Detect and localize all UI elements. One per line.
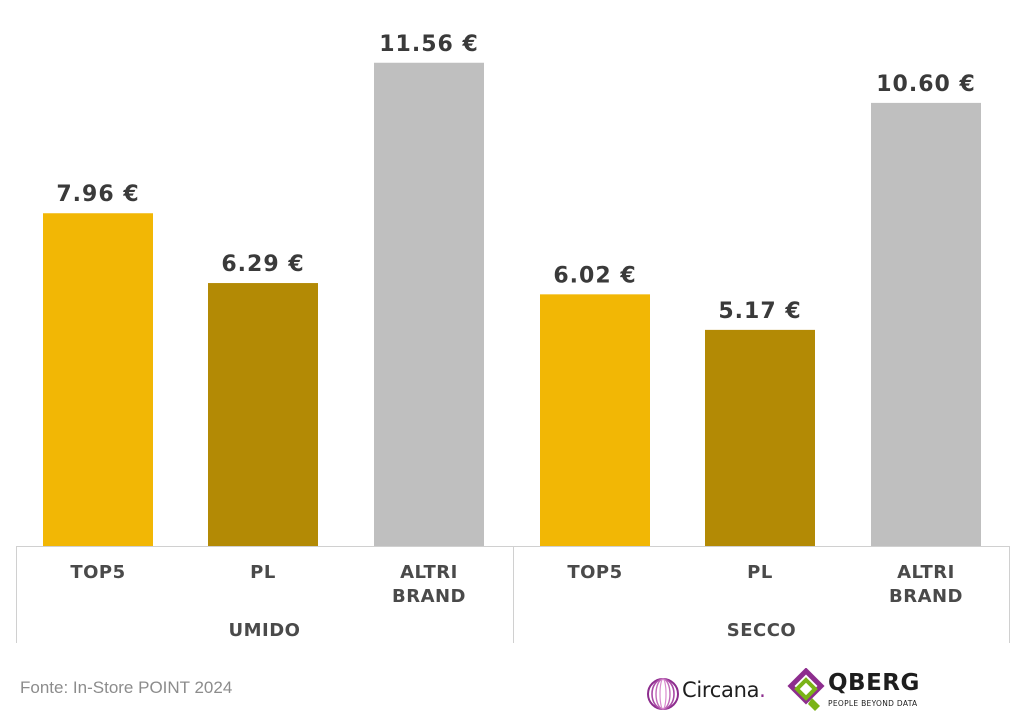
qberg-tagline: PEOPLE BEYOND DATA <box>828 699 918 708</box>
bar <box>871 102 981 546</box>
bar <box>208 283 318 546</box>
circana-wordmark: Circana. <box>682 678 766 702</box>
group-label: UMIDO <box>229 620 301 641</box>
logos: Circana. QBERG PEOPLE BEYOND DATA <box>640 668 940 718</box>
category-tick-label: ALTRI <box>400 562 458 583</box>
category-tick-label: BRAND <box>889 586 963 607</box>
qberg-wordmark: QBERG <box>828 670 920 696</box>
bar <box>540 294 650 546</box>
bar-chart: 7.96 € TOP5 6.29 € PL 11.56 € ALTRI BRAND UMIDO… <box>16 32 1010 643</box>
category-tick-label: PL <box>747 562 773 583</box>
qberg-logo: QBERG PEOPLE BEYOND DATA <box>786 668 936 718</box>
bar-value-label: 6.02 € <box>553 263 636 288</box>
bar-value-label: 5.17 € <box>718 299 801 324</box>
circana-logo: Circana. <box>646 672 786 712</box>
source-note: Fonte: In-Store POINT 2024 <box>20 678 233 697</box>
bar-value-label: 10.60 € <box>876 72 976 97</box>
category-tick-label: TOP5 <box>567 562 622 583</box>
bar <box>374 62 484 547</box>
circana-globe-icon <box>647 678 679 710</box>
bar-value-label: 7.96 € <box>56 182 139 207</box>
bar <box>43 213 153 546</box>
bar-value-label: 6.29 € <box>221 252 304 277</box>
category-tick-label: ALTRI <box>897 562 955 583</box>
bar <box>705 329 815 546</box>
qberg-diamond-icon <box>787 668 825 711</box>
group-label: SECCO <box>727 620 796 641</box>
category-tick-label: TOP5 <box>70 562 125 583</box>
category-tick-label: PL <box>250 562 276 583</box>
bar-value-label: 11.56 € <box>379 32 479 57</box>
category-tick-label: BRAND <box>392 586 466 607</box>
